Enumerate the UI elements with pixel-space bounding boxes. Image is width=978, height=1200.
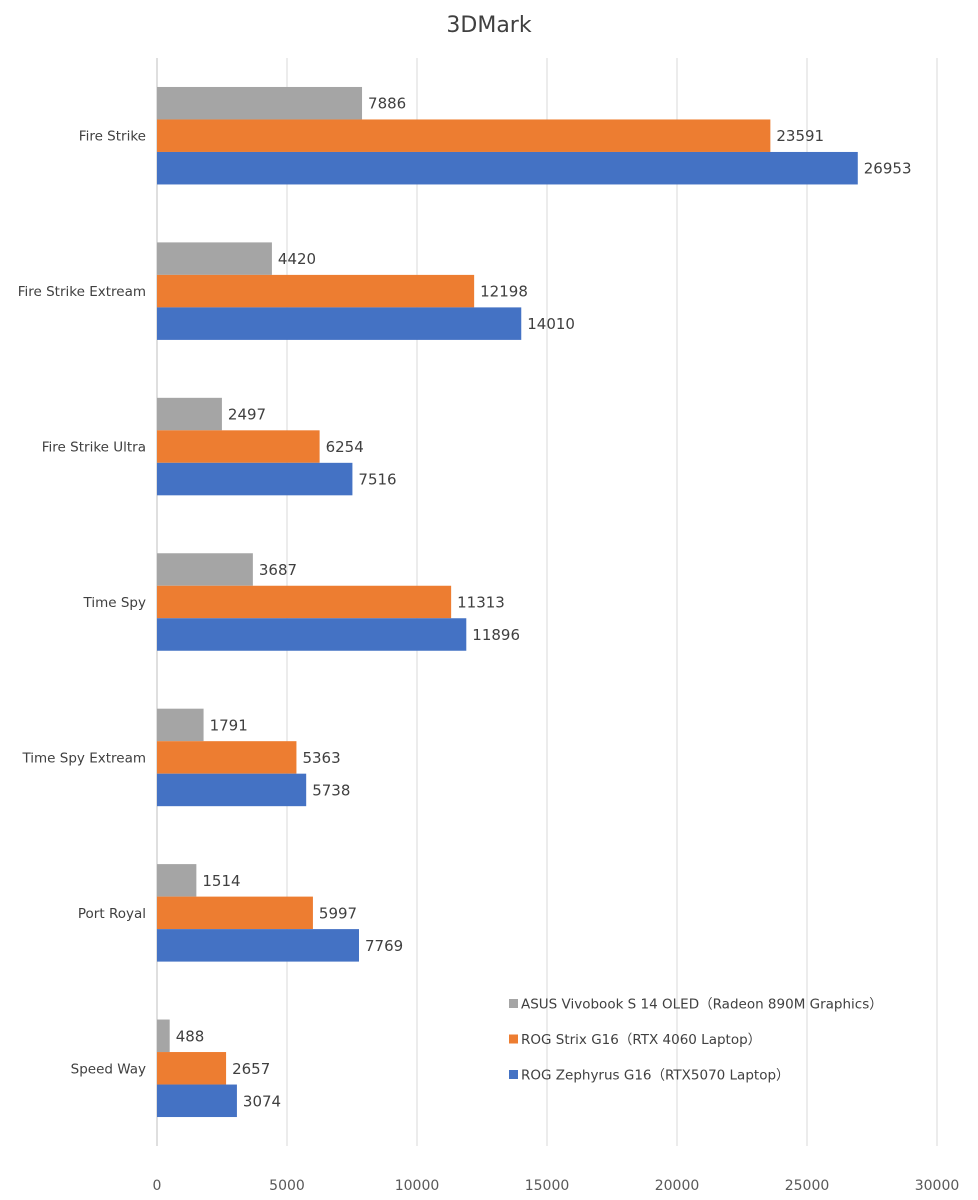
bar [157,773,307,807]
legend-swatch [509,1034,518,1044]
x-tick-label: 5000 [269,1178,305,1194]
bar [157,1052,227,1085]
x-tick-label: 25000 [785,1178,830,1194]
data-label: 3074 [243,1092,281,1110]
bar [157,397,222,431]
category-label: Time Spy [83,595,146,611]
bar [157,585,452,619]
category-label: Time Spy Extream [21,750,146,766]
data-label: 488 [176,1027,205,1045]
data-label: 1514 [202,872,240,890]
x-tick-label: 15000 [525,1178,570,1194]
data-label: 6254 [326,438,364,456]
data-label: 7516 [358,471,396,489]
data-label: 26953 [864,160,912,178]
category-labels: Fire Strike Fire Strike Extream Fire Strik… [18,129,146,1078]
bar [157,896,313,930]
data-label: 5738 [312,781,350,799]
data-label: 11896 [472,626,520,644]
data-label: 11313 [457,594,505,612]
legend-swatch [509,999,518,1008]
bar [157,242,272,275]
data-label: 5997 [319,904,357,922]
x-tick-label: 30000 [915,1178,960,1194]
category-label: Fire Strike Ultra [42,440,146,456]
bar [157,553,253,586]
data-label: 5363 [302,749,340,767]
category-label: Fire Strike Extream [18,284,146,300]
bar [157,307,522,340]
bar [157,864,197,897]
bar [157,119,771,152]
legend-entry: ROG Zephyrus G16（RTX5070 Laptop） [521,1068,790,1084]
category-label: Port Royal [78,906,146,922]
x-axis-ticks: 0 5000 10000 15000 20000 25000 30000 [153,1178,960,1194]
data-label: 2497 [228,406,266,424]
data-label: 1791 [210,716,248,734]
legend-entry: ASUS Vivobook S 14 OLED（Radeon 890M Grap… [521,997,883,1013]
bar [157,1019,170,1053]
data-label: 3687 [259,561,297,579]
data-label: 2657 [232,1060,270,1078]
bar [157,618,467,651]
legend-entry: ROG Strix G16（RTX 4060 Laptop） [521,1032,761,1048]
legend: ASUS Vivobook S 14 OLED（Radeon 890M Grap… [509,997,883,1084]
data-label: 12198 [480,283,528,301]
bar [157,430,320,463]
bar [157,708,204,742]
bar [157,462,353,496]
chart-title: 3DMark [446,13,531,38]
data-label: 7769 [365,937,403,955]
legend-swatch [509,1070,518,1079]
x-tick-label: 20000 [655,1178,700,1194]
category-label: Speed Way [71,1061,146,1077]
bar [157,741,297,774]
x-tick-label: 0 [153,1178,162,1194]
data-label: 4420 [278,250,316,268]
data-label: 14010 [527,315,575,333]
bar [157,1084,237,1118]
bar [157,151,858,185]
data-label: 7886 [368,95,406,113]
bar [157,929,359,962]
data-label: 23591 [776,127,824,145]
bar [157,86,363,120]
category-label: Fire Strike [79,129,146,145]
bars: 7886 23591 26953 4420 12198 14010 2497 6254 7516… [157,86,912,1118]
bar [157,274,475,308]
x-tick-label: 10000 [395,1178,440,1194]
